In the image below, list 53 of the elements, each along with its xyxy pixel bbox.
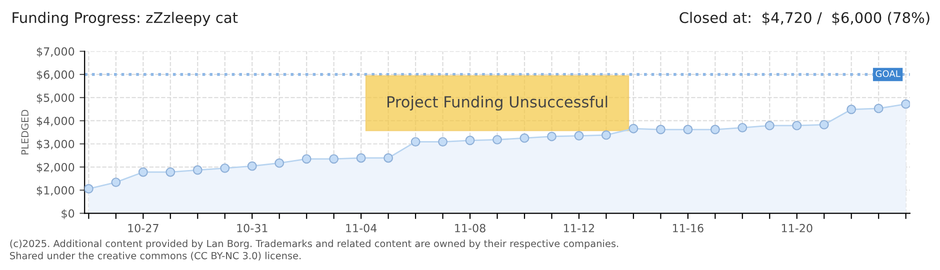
y-tick-label: $3,000 — [36, 140, 74, 150]
point — [247, 161, 257, 171]
point — [846, 104, 856, 114]
point — [547, 132, 556, 142]
point — [574, 131, 584, 140]
point — [520, 133, 530, 143]
point — [410, 137, 420, 147]
x-tick-label: 11-20 — [782, 224, 812, 232]
point — [84, 184, 94, 194]
x-tick-label: 10-27 — [128, 224, 158, 232]
point — [384, 153, 394, 163]
text: (c)2025. Additional content provided by Lan Borg. Trademarks and related content are owned by their respective companies. — [10, 240, 618, 250]
point — [465, 136, 475, 146]
x-tick-label: 10-31 — [237, 224, 268, 232]
point — [656, 124, 666, 134]
point — [601, 130, 611, 140]
x-tick-label: 11-16 — [673, 224, 704, 232]
point — [792, 120, 802, 130]
y-tick-label: $2,000 — [36, 162, 74, 173]
point — [356, 153, 366, 163]
text: Shared under the creative commons (CC BY-NC 3.0) license. — [10, 252, 301, 260]
y-tick-label: $7,000 — [36, 47, 74, 58]
point — [220, 163, 230, 173]
point — [710, 124, 720, 134]
y-tick-label: $1,000 — [36, 186, 74, 196]
point — [683, 124, 693, 134]
point — [874, 104, 884, 114]
point — [302, 154, 312, 164]
point — [192, 165, 202, 175]
point — [329, 154, 339, 164]
point — [628, 124, 638, 134]
annotation: Project Funding Unsuccessful — [387, 96, 608, 111]
y-tick-label: $0 — [62, 209, 74, 220]
y-tick-label: $5,000 — [36, 93, 74, 104]
point — [274, 158, 284, 168]
point — [901, 99, 910, 109]
x-tick-label: 11-04 — [346, 224, 377, 232]
ref-line-label: GOAL — [876, 70, 900, 78]
x-tick-label: 11-08 — [455, 224, 486, 232]
point — [138, 167, 148, 177]
point — [438, 137, 448, 147]
point — [492, 134, 502, 144]
y-tick-label: $4,000 — [36, 116, 74, 127]
chart-subtitle: Closed at: $4,720 / $6,000 (78%) — [680, 12, 930, 26]
y-axis-title: PLEDGED — [21, 110, 29, 154]
point — [764, 120, 774, 130]
x-tick-label: 11-12 — [564, 224, 594, 232]
point — [166, 167, 176, 177]
point — [819, 120, 829, 130]
y-tick-label: $6,000 — [36, 70, 74, 80]
point — [111, 178, 121, 188]
point — [738, 122, 748, 132]
chart-title: Funding Progress: zZzleepy cat — [12, 12, 238, 26]
